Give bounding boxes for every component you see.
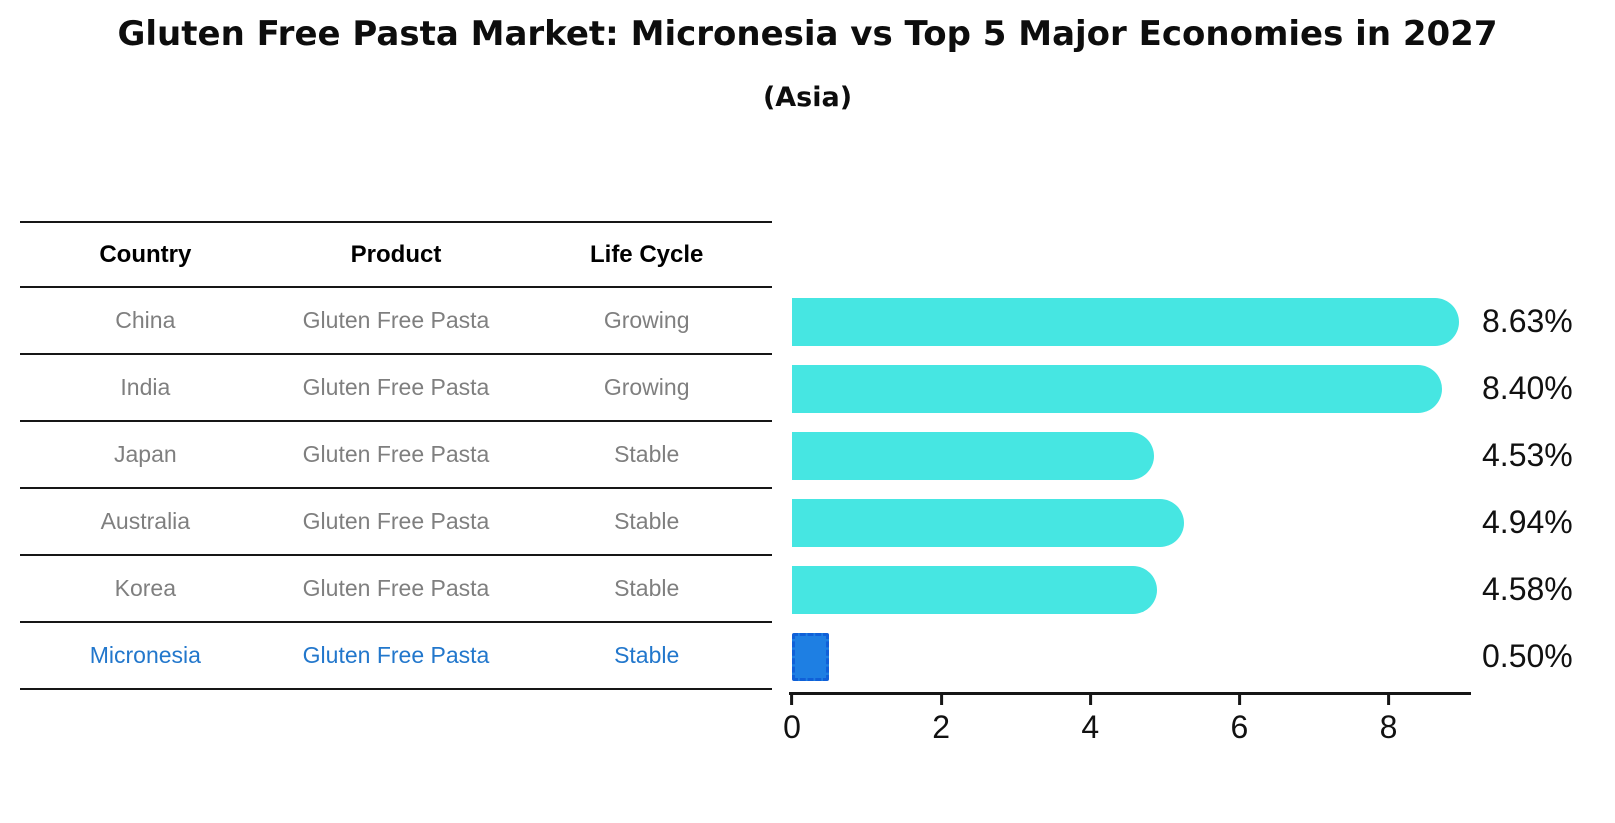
x-tick: 8: [1379, 695, 1398, 746]
value-label-australia: 4.94%: [1482, 504, 1573, 540]
value-label-korea: 4.58%: [1482, 571, 1573, 607]
cell-product: Gluten Free Pasta: [302, 508, 490, 534]
x-tick: 0: [783, 695, 801, 746]
table-row-micronesia: Micronesia Gluten Free Pasta Stable: [20, 623, 772, 690]
chart-subtitle: (Asia): [762, 82, 853, 113]
tick-mark: [1237, 695, 1241, 705]
cell-life-cycle: Growing: [603, 307, 690, 333]
cell-country: India: [120, 374, 171, 400]
column-header-product: Product: [350, 240, 442, 268]
cell-life-cycle: Stable: [614, 508, 680, 534]
tick-label: 8: [1379, 709, 1398, 745]
tick-label: 2: [932, 709, 951, 745]
table-row-japan: Japan Gluten Free Pasta Stable: [20, 422, 772, 489]
x-axis-line: [789, 692, 1471, 695]
bar-india: [792, 365, 1443, 413]
cell-life-cycle: Growing: [603, 374, 690, 400]
cell-life-cycle: Stable: [614, 642, 680, 668]
cell-country: Korea: [114, 575, 177, 601]
cell-country: Micronesia: [89, 642, 201, 668]
column-header-life-cycle: Life Cycle: [589, 240, 704, 268]
tick-mark: [790, 695, 794, 705]
bar-plot-area: [792, 221, 1469, 690]
cell-product: Gluten Free Pasta: [302, 374, 490, 400]
table-row-china: China Gluten Free Pasta Growing: [20, 288, 772, 355]
cell-product: Gluten Free Pasta: [302, 575, 490, 601]
cell-life-cycle: Stable: [614, 575, 680, 601]
cell-product: Gluten Free Pasta: [302, 441, 490, 467]
tick-label: 6: [1230, 709, 1249, 745]
tick-label: 0: [783, 709, 801, 745]
value-label-china: 8.63%: [1482, 303, 1573, 339]
table-header-row: Country Product Life Cycle: [20, 221, 772, 288]
value-label-micronesia: 0.50%: [1482, 638, 1573, 674]
tick-mark: [1386, 695, 1390, 705]
bar-china: [792, 298, 1460, 346]
table-row-korea: Korea Gluten Free Pasta Stable: [20, 556, 772, 623]
x-tick: 6: [1230, 695, 1248, 746]
cell-product: Gluten Free Pasta: [302, 307, 490, 333]
value-label-japan: 4.53%: [1482, 437, 1573, 473]
x-tick: 2: [932, 695, 950, 746]
bar-japan: [792, 432, 1154, 480]
tick-mark: [939, 695, 943, 705]
chart-title: Gluten Free Pasta Market: Micronesia vs …: [117, 14, 1498, 54]
table-row-india: India Gluten Free Pasta Growing: [20, 355, 772, 422]
x-axis-ticks: 0 2 4 6 8: [783, 695, 1469, 755]
table-row-australia: Australia Gluten Free Pasta Stable: [20, 489, 772, 556]
value-label-india: 8.40%: [1482, 370, 1573, 406]
x-tick: 4: [1081, 695, 1099, 746]
bar-australia: [792, 499, 1185, 547]
bar-korea: [792, 566, 1158, 614]
cell-country: China: [115, 307, 176, 333]
cell-country: Japan: [114, 441, 177, 467]
cell-product: Gluten Free Pasta: [302, 642, 490, 668]
column-header-country: Country: [99, 240, 192, 268]
tick-label: 4: [1081, 709, 1100, 745]
bar-micronesia-highlighted: [792, 633, 830, 681]
cell-country: Australia: [100, 508, 191, 534]
cell-life-cycle: Stable: [614, 441, 680, 467]
country-table: Country Product Life Cycle China Gluten …: [20, 221, 772, 690]
tick-mark: [1088, 695, 1092, 705]
